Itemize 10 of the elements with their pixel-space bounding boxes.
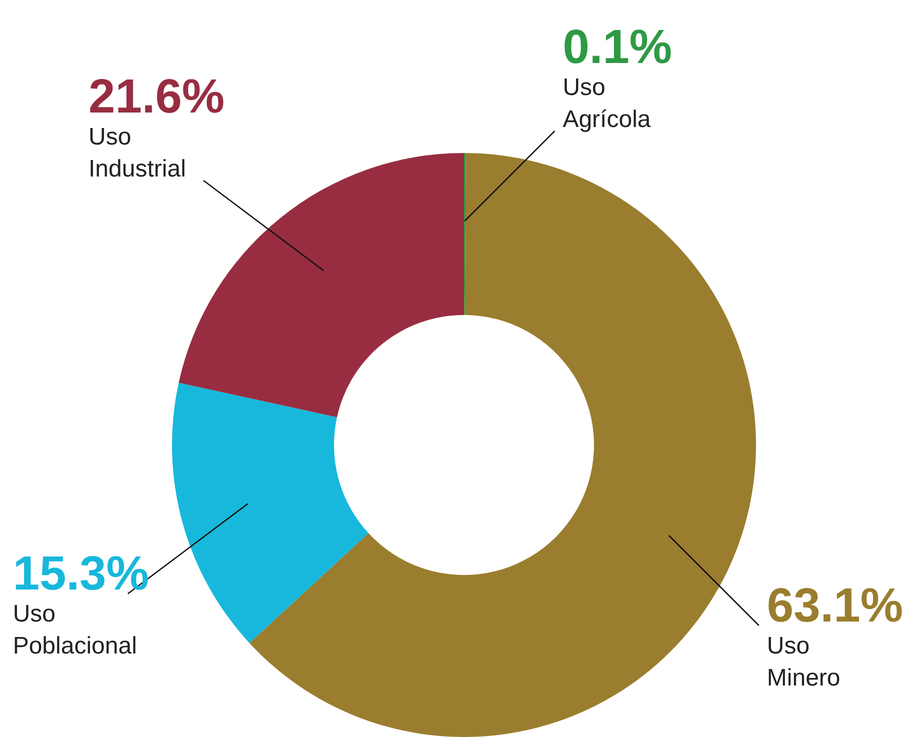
slice-label: Uso Poblacional — [12, 600, 137, 660]
slice-label: Uso Industrial — [88, 124, 186, 183]
data-label: 21.6% — [88, 70, 225, 124]
data-label: 63.1% — [766, 579, 904, 632]
donut-slice — [249, 153, 756, 736]
data-label: 15.3% — [12, 548, 149, 601]
donut-slice — [172, 382, 368, 644]
data-label: 0.1% — [562, 21, 672, 74]
slice-label: Uso Agrícola — [562, 74, 652, 133]
slice-label: Uso Minero — [766, 632, 840, 692]
